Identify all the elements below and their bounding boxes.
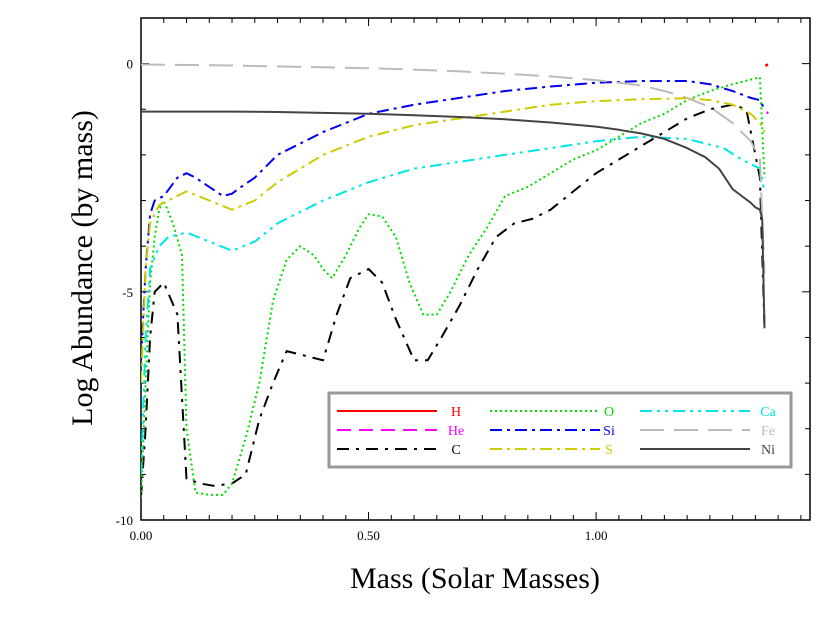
legend-label-o: O	[604, 405, 614, 420]
x-tick-label: 0.50	[357, 528, 380, 543]
legend-label-s: S	[605, 443, 613, 458]
legend-label-ni: Ni	[761, 443, 775, 458]
legend-label-h: H	[451, 405, 461, 420]
y-axis-title: Log Abundance (by mass)	[66, 110, 99, 426]
legend-label-he: He	[448, 424, 464, 439]
y-tick-label: -5	[122, 285, 133, 300]
series-line-he	[765, 111, 769, 115]
plot-frame	[140, 17, 811, 521]
y-tick-label: 0	[127, 57, 134, 72]
y-tick-label: -10	[116, 513, 133, 528]
series-line-si	[141, 80, 766, 361]
legend: H He C O Si S Ca Fe Ni	[327, 391, 793, 469]
x-tick-label: 1.00	[585, 528, 608, 543]
legend-label-ca: Ca	[760, 405, 776, 420]
series-line-ni	[141, 110, 766, 329]
series-layer	[141, 63, 769, 498]
legend-label-c: C	[451, 443, 460, 458]
x-axis-title: Mass (Solar Masses)	[350, 562, 600, 595]
series-line-h	[764, 63, 769, 67]
series-line-ca	[141, 135, 766, 475]
axis-ticks	[141, 18, 810, 520]
x-tick-label: 0.00	[130, 528, 153, 543]
series-line-fe	[141, 63, 766, 274]
legend-label-si: Si	[603, 424, 615, 439]
series-line-c	[141, 103, 766, 498]
tick-labels: 0.00 0.50 1.00 0 -5 -10	[116, 57, 608, 543]
legend-label-fe: Fe	[761, 424, 775, 439]
